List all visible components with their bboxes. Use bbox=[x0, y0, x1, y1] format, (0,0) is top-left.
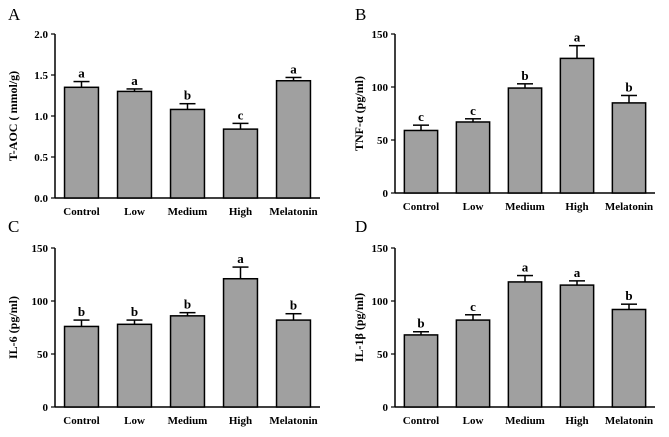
bar bbox=[559, 284, 595, 408]
bar bbox=[116, 323, 153, 408]
y-tick-label: 1.5 bbox=[34, 70, 48, 82]
bar bbox=[222, 277, 259, 408]
category-label: Medium bbox=[168, 415, 208, 427]
significance-label: b bbox=[521, 68, 528, 83]
y-tick-label: 100 bbox=[372, 296, 389, 308]
category-label: High bbox=[229, 415, 252, 427]
panel-c: C 0 50 100 150 IL-6 (pg/ml) b Control b Low b Mediu… bbox=[6, 217, 320, 427]
y-tick-label: 150 bbox=[372, 29, 389, 41]
category-label: High bbox=[229, 206, 252, 218]
bar bbox=[611, 308, 647, 408]
panel-b: B 0 50 100 150 TNF-α (pg/ml) c Control c Low b Medi… bbox=[352, 5, 655, 213]
significance-label: a bbox=[574, 265, 581, 280]
panel-letter: A bbox=[8, 5, 21, 24]
significance-label: b bbox=[625, 288, 632, 303]
significance-label: b bbox=[184, 297, 191, 312]
panel-letter: D bbox=[355, 217, 367, 236]
significance-label: a bbox=[78, 66, 85, 81]
y-tick-label: 100 bbox=[32, 296, 49, 308]
category-label: High bbox=[565, 415, 588, 427]
y-axis-label: T-AOC ( mmol/g) bbox=[6, 71, 20, 161]
significance-label: c bbox=[470, 103, 476, 118]
significance-label: a bbox=[574, 30, 581, 45]
panel-d: D 0 50 100 150 IL-1β (pg/ml) b Control c Low a Medi… bbox=[352, 217, 655, 427]
y-tick-label: 0 bbox=[383, 402, 389, 414]
panel-letter: B bbox=[355, 5, 366, 24]
y-tick-label: 50 bbox=[377, 349, 389, 361]
bar bbox=[455, 121, 491, 194]
category-label: Low bbox=[463, 415, 484, 427]
category-label: Control bbox=[63, 206, 99, 218]
category-label: Low bbox=[463, 201, 484, 213]
y-tick-label: 100 bbox=[372, 82, 389, 94]
bar bbox=[116, 90, 153, 199]
bar bbox=[275, 79, 312, 199]
bar bbox=[403, 334, 439, 408]
y-tick-label: 0.5 bbox=[34, 152, 48, 164]
significance-label: b bbox=[131, 304, 138, 319]
category-label: Low bbox=[124, 206, 145, 218]
significance-label: a bbox=[131, 73, 138, 88]
category-label: Melatonin bbox=[605, 201, 653, 213]
bar bbox=[611, 102, 647, 194]
bar bbox=[275, 319, 312, 408]
y-tick-label: 150 bbox=[372, 243, 389, 255]
y-tick-label: 50 bbox=[377, 135, 389, 147]
bar bbox=[559, 57, 595, 194]
bar bbox=[507, 87, 543, 194]
y-tick-label: 150 bbox=[32, 243, 49, 255]
panel-a: A 0.0 0.5 1.0 1.5 2.0 T-AOC ( mmol/g) a Control a… bbox=[6, 5, 320, 218]
y-axis-label: TNF-α (pg/ml) bbox=[352, 76, 366, 151]
category-label: High bbox=[565, 201, 588, 213]
significance-label: b bbox=[78, 304, 85, 319]
y-tick-label: 0 bbox=[383, 188, 389, 200]
y-tick-label: 1.0 bbox=[34, 111, 48, 123]
significance-label: b bbox=[417, 316, 424, 331]
y-tick-label: 2.0 bbox=[34, 29, 48, 41]
y-axis-label: IL-6 (pg/ml) bbox=[6, 296, 20, 359]
significance-label: c bbox=[418, 109, 424, 124]
significance-label: b bbox=[184, 88, 191, 103]
category-label: Melatonin bbox=[269, 206, 317, 218]
bar bbox=[169, 108, 206, 199]
category-label: Medium bbox=[505, 415, 545, 427]
category-label: Melatonin bbox=[605, 415, 653, 427]
significance-label: a bbox=[237, 251, 244, 266]
y-tick-label: 0 bbox=[43, 402, 49, 414]
bar bbox=[63, 86, 100, 199]
significance-label: c bbox=[238, 107, 244, 122]
bar bbox=[403, 129, 439, 194]
significance-label: a bbox=[522, 260, 529, 275]
y-axis-label: IL-1β (pg/ml) bbox=[352, 293, 366, 362]
significance-label: b bbox=[290, 298, 297, 313]
category-label: Medium bbox=[168, 206, 208, 218]
category-label: Medium bbox=[505, 201, 545, 213]
category-label: Control bbox=[403, 415, 439, 427]
y-tick-label: 50 bbox=[37, 349, 49, 361]
bar bbox=[169, 315, 206, 408]
bar bbox=[455, 319, 491, 408]
y-tick-label: 0.0 bbox=[34, 193, 48, 205]
bar bbox=[222, 128, 259, 199]
category-label: Melatonin bbox=[269, 415, 317, 427]
significance-label: c bbox=[470, 299, 476, 314]
bar bbox=[507, 281, 543, 408]
panel-letter: C bbox=[8, 217, 19, 236]
category-label: Control bbox=[403, 201, 439, 213]
category-label: Control bbox=[63, 415, 99, 427]
bar bbox=[63, 325, 100, 408]
significance-label: b bbox=[625, 79, 632, 94]
significance-label: a bbox=[290, 61, 297, 76]
category-label: Low bbox=[124, 415, 145, 427]
